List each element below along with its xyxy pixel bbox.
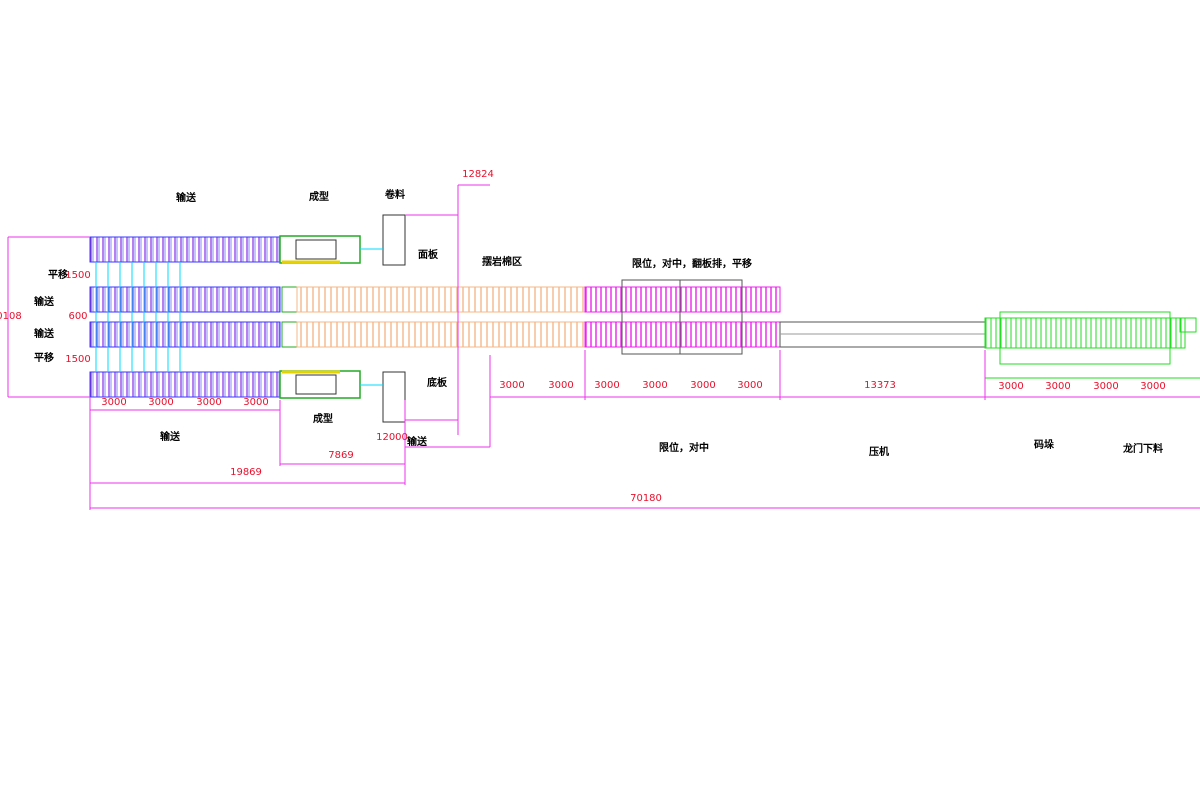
dimension: 13373: [864, 380, 896, 391]
conveyor: [89, 371, 281, 398]
wool-conveyor: [296, 321, 586, 348]
label: 龙门下料: [1122, 442, 1163, 455]
centering-conveyor: [584, 286, 781, 313]
label: 成型: [313, 412, 333, 425]
dimension: 3000: [690, 380, 715, 391]
centering-conveyor: [584, 321, 781, 348]
wool-conveyor: [296, 286, 586, 313]
dimension: 12824: [462, 169, 494, 180]
dimension: 3000: [642, 380, 667, 391]
transfer-lines: [95, 262, 181, 372]
dimension: 3000: [1093, 381, 1118, 392]
dimension: 3000: [1045, 381, 1070, 392]
dimension: 3000: [594, 380, 619, 391]
dimension: 600: [68, 311, 87, 322]
gantry: [999, 311, 1171, 365]
forming-inner: [295, 374, 337, 395]
conveyor: [89, 321, 281, 348]
coil-stand: [382, 214, 406, 266]
flip-frame: [621, 279, 743, 355]
label: 压机: [869, 445, 889, 458]
dimension-lines: [7, 184, 1200, 510]
labels: 输送 成型 卷料 面板 摆岩棉区 限位，对中，翻板排，平移 平移 输送 输送 平…: [34, 188, 1163, 458]
conveyor: [89, 286, 281, 313]
dimension: 3000: [196, 397, 221, 408]
dimension: 3000: [243, 397, 268, 408]
label: 输送: [34, 295, 55, 308]
dimension: 12000: [376, 432, 408, 443]
label: 底板: [427, 376, 448, 389]
label: 面板: [418, 248, 439, 261]
label: 限位，对中: [659, 441, 709, 454]
equipment: [89, 214, 1200, 423]
label: 成型: [309, 190, 329, 203]
dimension: 3000: [101, 397, 126, 408]
dimension: 3000: [499, 380, 524, 391]
coil-stand: [382, 371, 406, 423]
stacker: [984, 317, 1186, 349]
label: 卷料: [384, 188, 405, 201]
label: 平移: [34, 351, 54, 364]
dimension: 3000: [148, 397, 173, 408]
switch-box: [281, 286, 298, 313]
label: 码垛: [1034, 438, 1054, 451]
dimension: 3000: [548, 380, 573, 391]
label: 限位，对中，翻板排，平移: [632, 257, 752, 270]
label: 摆岩棉区: [482, 255, 522, 268]
dimension: 3000: [1140, 381, 1165, 392]
dimension: 1500: [65, 270, 90, 281]
dimension: 70180: [630, 493, 662, 504]
gantry-head: [1179, 317, 1197, 333]
switch-box: [281, 321, 298, 348]
conveyor: [89, 236, 281, 263]
dimension: 1500: [65, 354, 90, 365]
dimension: 3000: [998, 381, 1023, 392]
dimension: 7869: [328, 450, 353, 461]
dimension: 3000: [737, 380, 762, 391]
label: 输送: [176, 191, 197, 204]
forming-inner: [295, 239, 337, 260]
label: 平移: [48, 268, 68, 281]
label: 输送: [160, 430, 181, 443]
dimension: 19869: [230, 467, 262, 478]
label: 输送: [407, 435, 428, 448]
label: 输送: [34, 327, 55, 340]
